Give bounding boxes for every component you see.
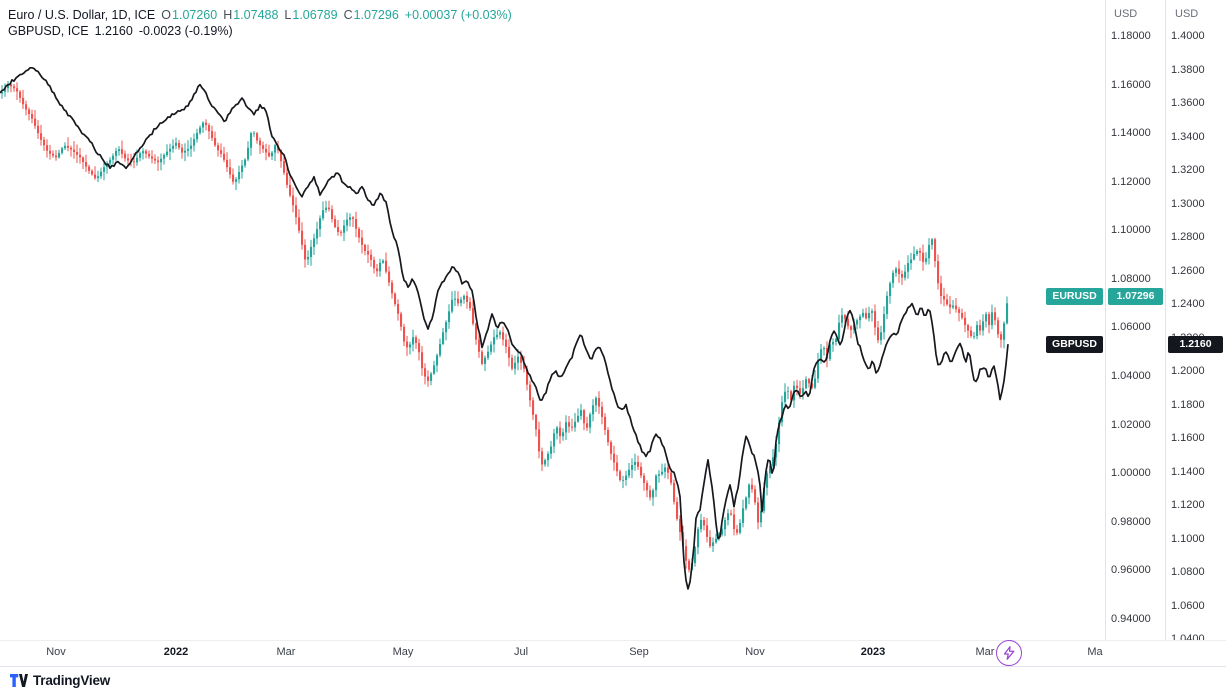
price-axis-label: 1.18000 — [1111, 30, 1151, 42]
gbpusd-value: 1.2160 — [94, 24, 133, 38]
legend-gbpusd-row[interactable]: GBPUSD, ICE 1.2160 -0.0023 (-0.19%) — [8, 23, 512, 39]
price-axis-label: 1.3200 — [1171, 164, 1205, 176]
ohlc-close: C 1.07296 — [343, 8, 399, 22]
eurusd-series-title: Euro / U.S. Dollar, 1D, ICE — [8, 8, 156, 22]
time-axis-label: May — [392, 646, 414, 658]
legend-eurusd-row[interactable]: Euro / U.S. Dollar, 1D, ICE O 1.07260 H 1.… — [8, 7, 512, 23]
ohlc-low: L 1.06789 — [284, 8, 338, 22]
gbpusd-change: -0.0023 (-0.19%) — [138, 24, 233, 38]
eurusd-change: +0.00037 (+0.03%) — [404, 8, 512, 22]
price-axis-label: 1.04000 — [1111, 370, 1151, 383]
time-axis-label: Sep — [629, 646, 649, 658]
ohlc-high: H 1.07488 — [223, 8, 279, 22]
scale1-currency-label: USD — [1114, 8, 1138, 20]
price-axis-label: 1.2000 — [1171, 365, 1205, 377]
price-axis-label: 1.3600 — [1171, 97, 1205, 109]
scale2-separator — [1165, 0, 1166, 666]
price-axis-label: 1.4000 — [1171, 30, 1205, 42]
time-axis-label: 2023 — [860, 646, 886, 658]
time-axis-label: Nov — [745, 646, 765, 658]
price-axis-label: 1.06000 — [1111, 321, 1151, 334]
chart-pane[interactable]: Euro / U.S. Dollar, 1D, ICE O 1.07260 H 1.… — [0, 0, 1105, 666]
price-axis-label: 1.1200 — [1171, 499, 1205, 511]
lightning-icon — [1003, 646, 1015, 660]
price-scale-eurusd[interactable]: USD 1.18000 1.16000 1.14000 1.12000 1.10000 1… — [1106, 0, 1165, 666]
bottom-toolbar: TradingView — [0, 666, 1226, 694]
eurusd-up-wicks — [1, 81, 1008, 571]
gbpusd-last-price-badge: 1.2160 — [1168, 336, 1223, 353]
instant-order-button[interactable] — [996, 640, 1022, 666]
eurusd-price-tag: EURUSD — [1046, 288, 1103, 305]
eurusd-last-price-badge: 1.07296 — [1108, 288, 1163, 305]
price-axis-label: 1.02000 — [1111, 418, 1151, 431]
time-axis-label: Jul — [513, 646, 529, 658]
price-axis-label: 1.08000 — [1111, 272, 1151, 285]
price-axis-label: 1.16000 — [1111, 78, 1151, 91]
price-axis-label: 1.3400 — [1171, 130, 1205, 143]
tradingview-logo[interactable]: TradingView — [10, 673, 110, 688]
scale1-separator — [1105, 0, 1106, 666]
price-axis-label: 0.96000 — [1111, 564, 1151, 577]
time-axis-label: Nov — [46, 646, 66, 658]
price-chart-canvas — [0, 66, 1009, 590]
price-axis-label: 1.2600 — [1171, 264, 1205, 277]
price-axis-label: 1.0600 — [1171, 599, 1205, 612]
price-axis-label: 1.12000 — [1111, 175, 1151, 188]
price-axis-label: 0.98000 — [1111, 515, 1151, 528]
price-axis-label: 1.1800 — [1171, 398, 1205, 411]
time-axis-label: Mar — [276, 646, 296, 658]
price-axis-label: 1.2400 — [1171, 298, 1205, 310]
tradingview-wordmark: TradingView — [33, 673, 111, 688]
ohlc-open: O 1.07260 — [161, 8, 218, 22]
chart-legend: Euro / U.S. Dollar, 1D, ICE O 1.07260 H 1.… — [8, 7, 512, 39]
time-axis-label: Ma — [1087, 646, 1103, 658]
price-scale-gbpusd[interactable]: USD 1.4000 1.3800 1.3600 1.3400 1.3200 1.3000… — [1166, 0, 1226, 666]
scale2-currency-label: USD — [1175, 8, 1199, 20]
price-axis-label: 1.3000 — [1171, 197, 1205, 210]
price-axis-label: 1.0800 — [1171, 566, 1205, 578]
time-axis[interactable]: Nov 2022 Mar May Jul Sep Nov 2023 Mar Ma — [0, 640, 1226, 666]
price-axis-label: 1.00000 — [1111, 467, 1151, 480]
price-axis-label: 1.1400 — [1171, 465, 1205, 478]
gbpusd-series-title: GBPUSD, ICE — [8, 24, 89, 38]
price-axis-label: 1.1600 — [1171, 432, 1205, 444]
price-axis-label: 1.3800 — [1171, 63, 1205, 76]
tradingview-logo-icon — [10, 674, 28, 687]
price-axis-label: 0.94000 — [1111, 612, 1151, 625]
gbpusd-line — [0, 66, 1009, 590]
price-axis-label: 1.1000 — [1171, 532, 1205, 545]
time-axis-label: Mar — [975, 646, 995, 658]
gbpusd-price-tag: GBPUSD — [1046, 336, 1103, 353]
time-axis-label: 2022 — [163, 646, 189, 658]
price-axis-label: 1.10000 — [1111, 224, 1151, 237]
price-axis-label: 1.14000 — [1111, 127, 1151, 140]
price-axis-label: 1.2800 — [1171, 231, 1205, 243]
